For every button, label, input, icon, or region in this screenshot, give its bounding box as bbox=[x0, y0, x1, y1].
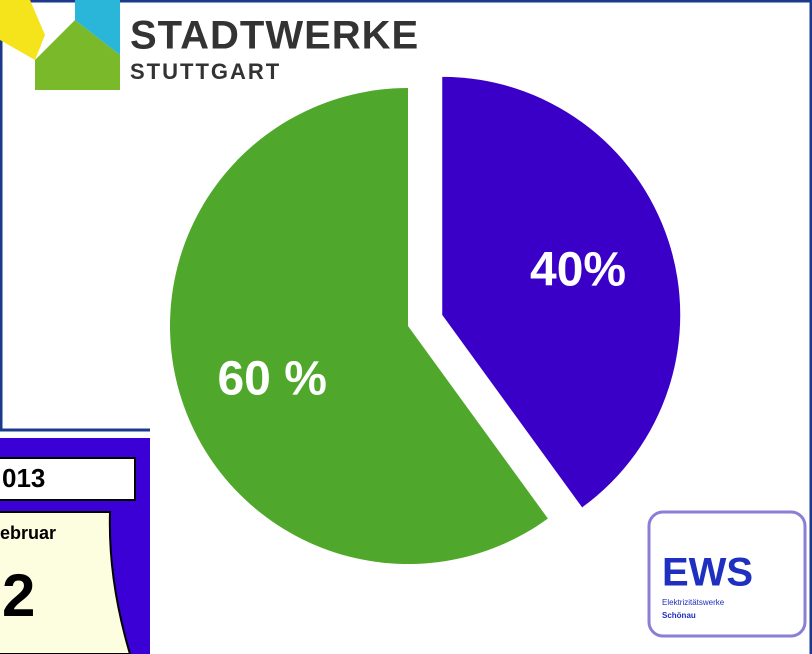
logo-cyan bbox=[75, 0, 120, 55]
logo-yellow bbox=[0, 0, 45, 60]
ews-name: EWS bbox=[662, 551, 753, 595]
pie-slice bbox=[442, 76, 681, 508]
pie-chart: 40% 60 % bbox=[169, 76, 681, 564]
calendar-year: 013 bbox=[2, 463, 45, 493]
logo-green bbox=[35, 20, 120, 90]
calendar-month: ebruar bbox=[0, 523, 56, 543]
calendar-day: 2 bbox=[2, 562, 35, 629]
slice-label: 60 % bbox=[217, 353, 326, 406]
ews-line2: Schönau bbox=[662, 611, 696, 620]
slice-label: 40% bbox=[530, 243, 626, 296]
ews-box bbox=[647, 510, 807, 638]
pie-slice bbox=[169, 88, 548, 564]
calendar-year-box bbox=[0, 457, 136, 501]
logo-city: STUTTGART bbox=[130, 59, 281, 84]
ews-line1: Elektrizitätswerke bbox=[662, 598, 725, 607]
logo-name: STADTWERKE bbox=[130, 14, 419, 58]
